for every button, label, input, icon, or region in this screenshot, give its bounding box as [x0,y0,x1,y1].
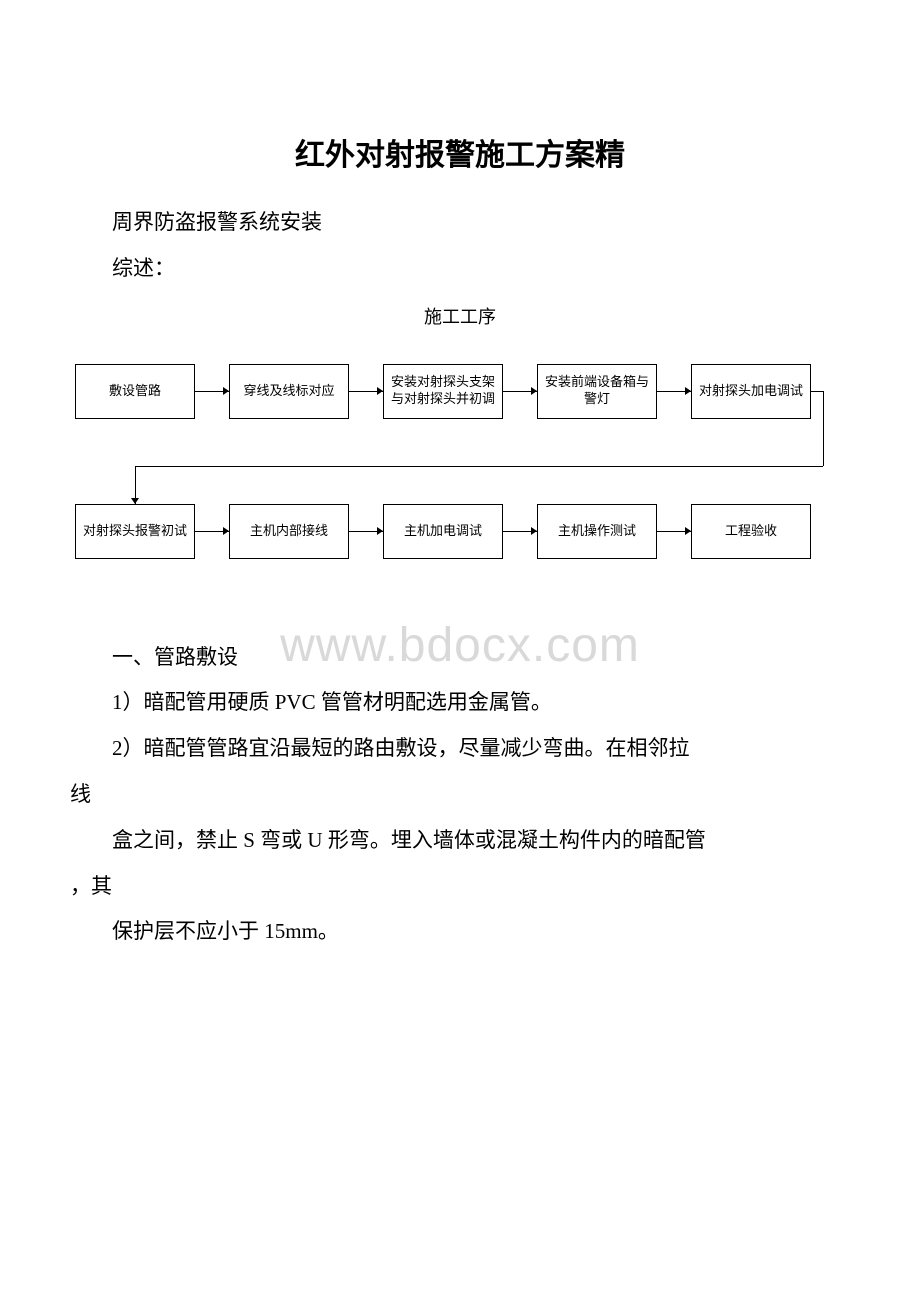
paragraph-1: 1）暗配管用硬质 PVC 管管材明配选用金属管。 [70,684,850,722]
flowchart-node: 对射探头报警初试 [75,504,195,559]
paragraph-2-line1b: 线 [70,776,850,814]
paragraph-2-line3: 保护层不应小于 15mm。 [70,913,850,951]
flowchart-node: 主机加电调试 [383,504,503,559]
flowchart-node: 安装对射探头支架与对射探头并初调 [383,364,503,419]
section-1-header: 一、管路敷设 [70,639,850,677]
paragraph-2-line1: 2）暗配管管路宜沿最短的路由敷设，尽量减少弯曲。在相邻拉 [70,730,850,768]
flowchart-node: 工程验收 [691,504,811,559]
subtitle-2: 综述： [70,250,850,288]
paragraph-2-line2b: ，其 [70,868,850,906]
flowchart-node: 穿线及线标对应 [229,364,349,419]
flowchart-node: 敷设管路 [75,364,195,419]
flowchart-node: 对射探头加电调试 [691,364,811,419]
flowchart-node: 主机内部接线 [229,504,349,559]
flowchart-node: 主机操作测试 [537,504,657,559]
paragraph-2-line2: 盒之间，禁止 S 弯或 U 形弯。埋入墙体或混凝土构件内的暗配管 [70,822,850,860]
subtitle-1: 周界防盗报警系统安装 [70,204,850,242]
flowchart-diagram: 敷设管路穿线及线标对应安装对射探头支架与对射探头并初调安装前端设备箱与警灯对射探… [70,349,850,589]
document-title: 红外对射报警施工方案精 [70,130,850,174]
flowchart-node: 安装前端设备箱与警灯 [537,364,657,419]
diagram-title: 施工工序 [70,303,850,329]
